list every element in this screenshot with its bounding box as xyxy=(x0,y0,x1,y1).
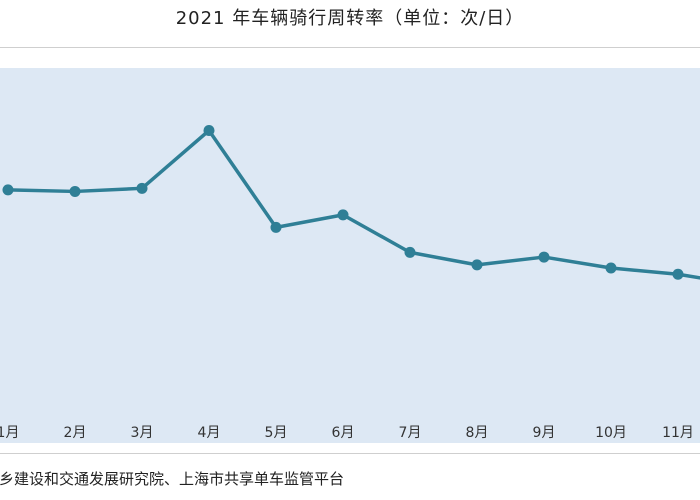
source-note: 城乡建设和交通发展研究院、上海市共享单车监管平台 xyxy=(0,470,345,488)
data-point-11月 xyxy=(672,268,684,280)
line-chart: 1月2月3月4月5月6月7月8月9月10月11月12月 xyxy=(0,68,700,443)
data-point-7月 xyxy=(404,246,416,258)
bottom-divider xyxy=(0,453,700,454)
series-layer xyxy=(2,125,700,280)
data-point-2月 xyxy=(69,185,81,197)
top-divider xyxy=(0,47,700,48)
x-tick-label: 9月 xyxy=(533,425,556,441)
x-tick-label: 1月 xyxy=(0,425,19,441)
x-tick-label: 3月 xyxy=(131,425,154,441)
x-tick-label: 8月 xyxy=(466,425,489,441)
x-tick-label: 7月 xyxy=(399,425,422,441)
x-tick-label: 2月 xyxy=(64,425,87,441)
data-point-9月 xyxy=(538,251,550,263)
x-tick-label: 4月 xyxy=(198,425,221,441)
data-point-1月 xyxy=(2,184,14,196)
data-point-6月 xyxy=(337,209,349,221)
x-tick-label: 10月 xyxy=(595,425,627,441)
x-tick-label: 5月 xyxy=(265,425,288,441)
data-point-4月 xyxy=(203,125,215,136)
x-axis-ticks: 1月2月3月4月5月6月7月8月9月10月11月12月 xyxy=(0,425,694,441)
chart-title: 2021 年车辆骑行周转率（单位：次/日） xyxy=(175,8,525,29)
plot-background xyxy=(0,68,700,443)
data-point-8月 xyxy=(471,259,483,271)
x-tick-label: 6月 xyxy=(332,425,355,441)
data-point-10月 xyxy=(605,262,617,274)
series-line xyxy=(7,128,700,280)
x-tick-label: 11月 xyxy=(662,425,694,441)
data-point-5月 xyxy=(270,221,282,233)
data-point-3月 xyxy=(136,182,148,194)
